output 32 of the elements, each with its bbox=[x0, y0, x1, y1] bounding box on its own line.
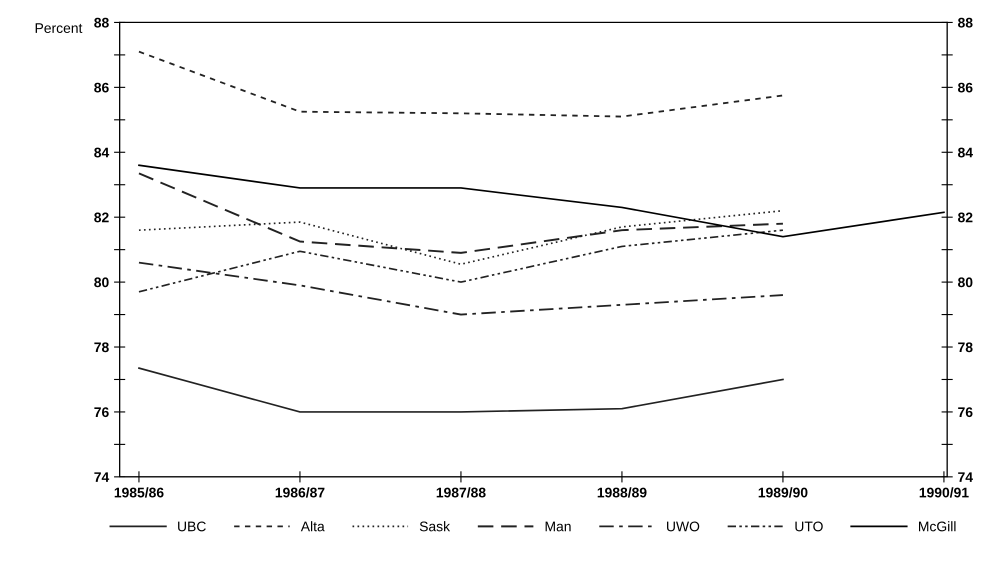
x-tick-label: 1987/88 bbox=[436, 487, 486, 498]
y2-tick-label: 84 bbox=[958, 148, 973, 158]
legend-label: UWO bbox=[667, 522, 700, 532]
line-series bbox=[138, 50, 784, 118]
y-tick-label: 88 bbox=[94, 18, 109, 28]
legend-label: Alta bbox=[300, 521, 325, 532]
y2-tick-label: 78 bbox=[958, 342, 973, 352]
legend-label: McGill bbox=[918, 521, 956, 532]
x-tick-label: 1988/89 bbox=[598, 487, 647, 498]
y-axis-title: Percent bbox=[36, 23, 82, 33]
legend-label: Man bbox=[546, 522, 571, 532]
y2-tick-label: 74 bbox=[958, 472, 973, 482]
y-tick-label: 76 bbox=[94, 407, 109, 418]
y2-tick-label: 80 bbox=[958, 277, 972, 288]
x-tick-label: 1985/86 bbox=[114, 487, 164, 498]
line-series bbox=[138, 367, 784, 413]
y2-tick-label: 76 bbox=[958, 407, 973, 418]
y-tick-label: 78 bbox=[94, 342, 109, 352]
legend-label: UBC bbox=[178, 522, 206, 532]
y-tick-label: 80 bbox=[94, 277, 109, 288]
legend-label: UTO bbox=[795, 522, 823, 532]
y-tick-label: 86 bbox=[94, 82, 109, 93]
y2-tick-label: 82 bbox=[958, 212, 972, 222]
x-tick-label: 1989/90 bbox=[758, 487, 808, 498]
y2-tick-label: 86 bbox=[958, 82, 973, 93]
y2-tick-label: 88 bbox=[958, 18, 973, 28]
x-tick-label: 1986/87 bbox=[276, 487, 324, 498]
x-tick-label: 1990/91 bbox=[920, 487, 969, 498]
legend-label: Sask bbox=[420, 521, 450, 532]
y-tick-label: 82 bbox=[94, 212, 109, 222]
y-tick-label: 84 bbox=[94, 148, 110, 158]
y-tick-label: 74 bbox=[94, 472, 110, 482]
